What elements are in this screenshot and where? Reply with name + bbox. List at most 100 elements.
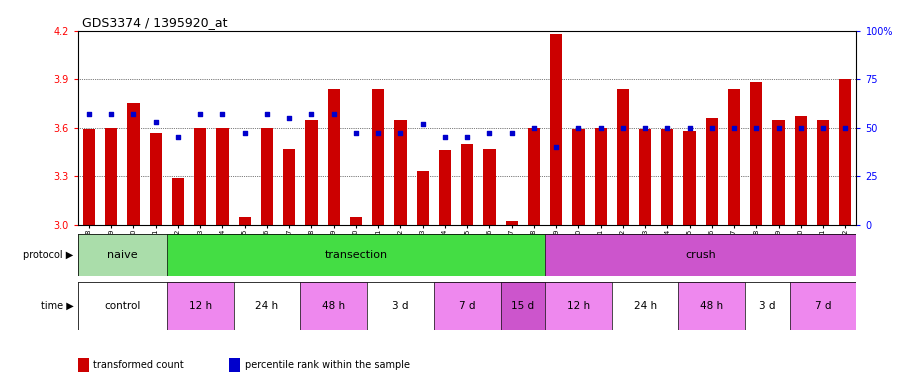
Point xyxy=(460,134,474,141)
Bar xyxy=(167,234,545,276)
Bar xyxy=(172,178,184,225)
Text: 48 h: 48 h xyxy=(701,301,724,311)
Bar xyxy=(394,119,407,225)
Bar xyxy=(550,34,562,225)
Point xyxy=(549,144,563,150)
Point xyxy=(505,131,519,137)
Text: naive: naive xyxy=(107,250,137,260)
Point xyxy=(571,124,585,131)
Bar xyxy=(500,282,545,330)
Text: transformed count: transformed count xyxy=(93,360,184,370)
Bar xyxy=(639,129,651,225)
Text: 24 h: 24 h xyxy=(256,301,278,311)
Bar xyxy=(528,128,540,225)
Bar xyxy=(167,282,234,330)
Text: 24 h: 24 h xyxy=(634,301,657,311)
Point xyxy=(304,111,319,117)
Bar xyxy=(149,132,162,225)
Point xyxy=(126,111,141,117)
Bar xyxy=(545,234,856,276)
Point xyxy=(104,111,118,117)
Bar xyxy=(728,89,740,225)
Bar xyxy=(661,129,673,225)
Text: time ▶: time ▶ xyxy=(40,301,73,311)
Text: 3 d: 3 d xyxy=(392,301,409,311)
Point xyxy=(704,124,719,131)
Bar xyxy=(372,89,385,225)
Point xyxy=(771,124,786,131)
Point xyxy=(594,124,608,131)
Bar xyxy=(545,282,612,330)
Bar xyxy=(683,131,696,225)
Bar xyxy=(194,128,206,225)
Bar xyxy=(616,89,629,225)
Bar xyxy=(283,149,295,225)
Point xyxy=(282,115,297,121)
Bar xyxy=(594,128,606,225)
Point xyxy=(660,124,675,131)
Text: 12 h: 12 h xyxy=(567,301,590,311)
Bar xyxy=(328,89,340,225)
Bar xyxy=(790,282,856,330)
Point xyxy=(415,121,430,127)
Point xyxy=(438,134,453,141)
Point xyxy=(816,124,831,131)
Bar xyxy=(484,149,496,225)
Bar xyxy=(746,282,790,330)
Point xyxy=(616,124,630,131)
Point xyxy=(527,124,541,131)
Point xyxy=(215,111,230,117)
Point xyxy=(148,119,163,125)
Point xyxy=(793,124,808,131)
Text: percentile rank within the sample: percentile rank within the sample xyxy=(245,360,409,370)
Bar xyxy=(679,282,746,330)
Point xyxy=(170,134,185,141)
Point xyxy=(726,124,741,131)
Bar xyxy=(350,217,362,225)
Point xyxy=(393,131,408,137)
Text: 7 d: 7 d xyxy=(459,301,475,311)
Bar xyxy=(234,282,300,330)
Bar xyxy=(105,128,117,225)
Bar xyxy=(612,282,679,330)
Bar xyxy=(261,128,273,225)
Point xyxy=(193,111,208,117)
Bar xyxy=(705,118,718,225)
Bar xyxy=(772,119,785,225)
Point xyxy=(749,124,764,131)
Point xyxy=(237,131,252,137)
Bar xyxy=(216,128,229,225)
Text: 7 d: 7 d xyxy=(815,301,832,311)
Point xyxy=(259,111,274,117)
Bar xyxy=(817,119,829,225)
Point xyxy=(82,111,96,117)
Text: protocol ▶: protocol ▶ xyxy=(23,250,73,260)
Bar xyxy=(461,144,474,225)
Bar xyxy=(434,282,500,330)
Text: 12 h: 12 h xyxy=(189,301,212,311)
Text: GDS3374 / 1395920_at: GDS3374 / 1395920_at xyxy=(82,16,228,29)
Point xyxy=(838,124,853,131)
Point xyxy=(682,124,697,131)
Point xyxy=(349,131,364,137)
Point xyxy=(638,124,652,131)
Bar xyxy=(750,83,762,225)
Point xyxy=(371,131,386,137)
Bar xyxy=(305,119,318,225)
Bar xyxy=(238,217,251,225)
Text: control: control xyxy=(104,301,140,311)
Text: crush: crush xyxy=(685,250,716,260)
Bar xyxy=(300,282,367,330)
Point xyxy=(326,111,341,117)
Bar xyxy=(506,222,518,225)
Text: 48 h: 48 h xyxy=(322,301,345,311)
Bar xyxy=(839,79,852,225)
Text: transection: transection xyxy=(324,250,387,260)
Text: 3 d: 3 d xyxy=(759,301,776,311)
Bar xyxy=(417,171,429,225)
Bar xyxy=(78,282,167,330)
Bar xyxy=(82,129,95,225)
Point xyxy=(482,131,496,137)
Bar xyxy=(439,150,451,225)
Bar xyxy=(795,116,807,225)
